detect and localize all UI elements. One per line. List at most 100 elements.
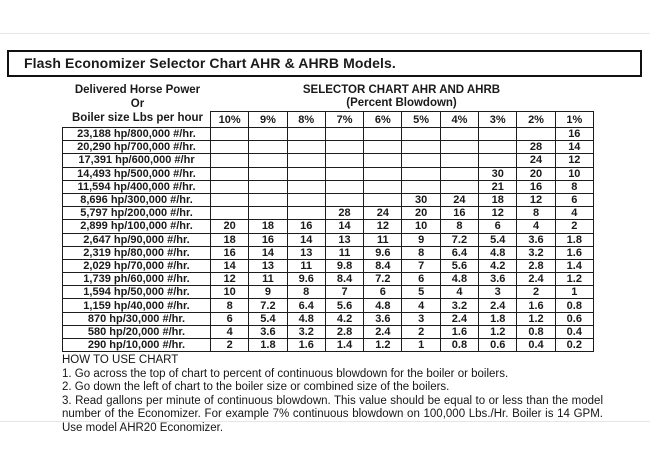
gpm-cell: 14 [286,232,326,247]
gpm-cell: 1.6 [554,245,594,260]
gpm-cell [363,166,403,181]
gpm-cell [209,140,250,155]
gpm-cell [324,179,365,194]
gpm-cell: 3.2 [439,298,480,313]
gpm-cell: 4.8 [363,298,403,313]
gpm-cell: 18 [248,219,288,234]
gpm-cell: 3.2 [516,245,556,260]
row-label: 11,594 hp/400,000 #/hr. [62,179,211,194]
gpm-cell: 21 [478,179,518,194]
row-axis-header-line1: Delivered Horse Power [74,84,201,96]
gpm-cell: 1.4 [324,337,365,353]
gpm-cell: 6 [554,192,594,208]
table-row: 23,188 hp/800,000 #/hr. 16 [62,126,594,142]
gpm-cell [401,153,441,168]
gpm-cell: 1.2 [363,337,403,353]
page-edge-top [0,33,650,34]
table-row: 290 hp/10,000 #/hr. 2 1.8 1.6 1.4 1.2 1 0.8 0.6 0… [62,337,594,353]
how-to-use-step-1: 1. Go across the top of chart to percent… [62,367,509,380]
gpm-cell: 4 [554,206,594,221]
gpm-cell: 30 [478,166,518,181]
gpm-cell: 12 [363,219,403,234]
gpm-cell [209,153,250,168]
gpm-cell [439,166,480,181]
gpm-cell: 9 [401,232,441,247]
column-axis-header-line2: (Percent Blowdown) [346,97,457,109]
corner-cell [63,112,211,128]
gpm-cell [439,126,480,142]
gpm-cell: 0.8 [516,324,556,340]
gpm-cell: 1.2 [478,324,518,340]
gpm-cell: 8 [439,219,480,234]
column-header-1pct: 1% [554,111,594,128]
gpm-cell: 3.2 [286,324,326,340]
gpm-cell: 9.6 [286,272,326,287]
gpm-cell: 4 [209,324,250,340]
gpm-cell: 18 [478,192,518,208]
gpm-cell: 16 [286,219,326,234]
table-row: 1,159 hp/40,000 #/hr. 8 7.2 6.4 5.6 4.8 4 3.2 2.… [62,298,594,313]
row-axis-header-line2: Or [130,97,145,110]
gpm-cell: 5.4 [248,311,288,326]
row-label: 17,391 hp/600,000 #/hr [62,153,211,168]
gpm-cell: 3.6 [516,232,556,247]
gpm-cell [248,206,288,221]
gpm-cell: 4.8 [478,245,518,260]
gpm-cell [478,126,518,142]
gpm-cell: 2.4 [363,324,403,340]
table-row: 17,391 hp/600,000 #/hr 24 12 [62,153,594,168]
gpm-cell: 2 [554,219,594,234]
column-header-6pct: 6% [363,111,403,128]
gpm-cell [286,153,326,168]
gpm-cell [209,206,250,221]
gpm-cell: 1.6 [286,337,326,353]
row-label: 8,696 hp/300,000 #/hr. [62,192,211,208]
gpm-cell: 6.4 [439,245,480,260]
gpm-cell: 8 [516,206,556,221]
gpm-cell: 20 [209,219,250,234]
gpm-cell: 10 [401,219,441,234]
table-row: 8,696 hp/300,000 #/hr. 30 24 18 12 6 [62,192,594,208]
gpm-cell: 3.6 [478,272,518,287]
gpm-cell: 1.6 [516,298,556,313]
gpm-cell: 7 [401,258,441,274]
gpm-cell: 7.2 [363,272,403,287]
gpm-cell: 11 [248,272,288,287]
gpm-cell [286,206,326,221]
gpm-cell [363,126,403,142]
gpm-cell: 14 [554,140,594,155]
gpm-cell: 12 [478,206,518,221]
gpm-cell [248,140,288,155]
column-axis-header: SELECTOR CHART AHR AND AHRB (Percent Blo… [210,84,593,110]
gpm-cell: 1.8 [248,337,288,353]
title-box: Flash Economizer Selector Chart AHR & AH… [7,50,642,77]
gpm-cell [286,192,326,208]
gpm-cell: 1 [401,337,441,353]
gpm-cell: 16 [248,232,288,247]
gpm-cell: 4 [401,298,441,313]
table-row: 870 hp/30,000 #/hr. 6 5.4 4.8 4.2 3.6 3 2.4 1.8 1… [62,311,594,326]
table-row: 1,594 hp/50,000 #/hr. 10 9 8 7 6 5 4 3 2 1 [62,285,594,300]
gpm-cell: 8 [286,285,326,300]
gpm-cell: 13 [324,232,365,247]
gpm-cell: 0.4 [554,324,594,340]
gpm-cell: 2.4 [439,311,480,326]
gpm-cell [324,140,365,155]
table-row: 2,029 hp/70,000 #/hr. 14 13 11 9.8 8.4 7 5.6 4.2… [62,258,594,274]
gpm-cell [248,153,288,168]
gpm-cell [439,140,480,155]
how-to-use-step-3: 3. Read gallons per minute of continuous… [62,394,603,434]
column-header-7pct: 7% [324,111,365,128]
selector-table: 10% 9% 8% 7% 6% 5% 4% 3% 2% 1% 23,188 hp/800,000 … [62,111,594,353]
gpm-cell [439,153,480,168]
gpm-cell [401,140,441,155]
gpm-cell: 2.8 [516,258,556,274]
row-label: 1,159 hp/40,000 #/hr. [62,298,211,313]
row-label: 23,188 hp/800,000 #/hr. [62,126,211,142]
column-header-3pct: 3% [478,111,518,128]
gpm-cell [516,126,556,142]
how-to-use-section: HOW TO USE CHART 1. Go across the top of… [62,354,603,436]
gpm-cell: 0.6 [478,337,518,353]
gpm-cell [248,179,288,194]
how-to-use-heading: HOW TO USE CHART [62,354,179,366]
